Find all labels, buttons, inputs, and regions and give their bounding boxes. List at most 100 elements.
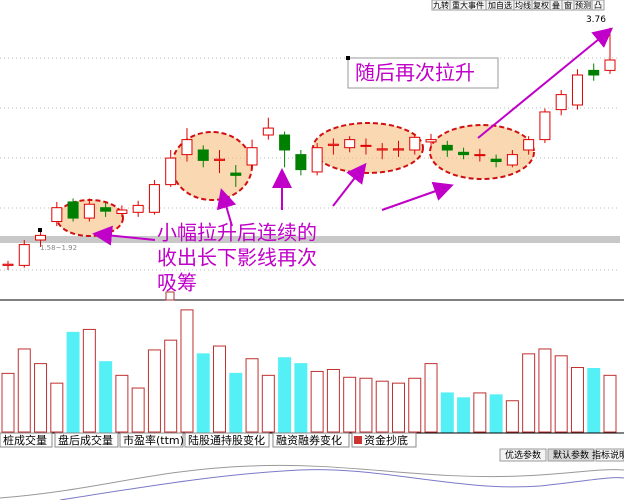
tab-label[interactable]: 陆股通持股变化: [188, 433, 265, 447]
icon: [165, 291, 175, 301]
volume-panel: [1, 309, 617, 433]
button-bar: 优选参数 默认参数 指标说明: [499, 448, 624, 462]
candle-body: [588, 69, 600, 76]
volume-bar: [99, 361, 113, 433]
candle-body: [100, 207, 112, 212]
tab-label[interactable]: 融资融券变化: [276, 433, 342, 447]
tab[interactable]: [351, 432, 417, 448]
toolbar-label[interactable]: 九转: [433, 0, 449, 10]
candle-body: [311, 147, 323, 173]
toolbar-button[interactable]: [591, 0, 605, 11]
candle-body: [197, 149, 209, 161]
volume-bar: [343, 376, 357, 433]
volume-bar: [359, 377, 373, 433]
tab[interactable]: [119, 432, 184, 448]
volume-bar: [603, 374, 617, 433]
annotation: 随后再次拉升: [355, 61, 475, 85]
candle-body: [148, 184, 160, 213]
toolbar-label[interactable]: 窗: [564, 0, 572, 10]
button[interactable]: [547, 448, 595, 462]
volume-bar: [180, 309, 194, 433]
volume-bar: [17, 348, 31, 433]
highlights: [56, 122, 535, 237]
candle-body: [214, 158, 226, 161]
volume-bar: [489, 394, 503, 433]
price-panel: 3.76 1.58~1.92: [2, 15, 616, 270]
candle-body: [181, 139, 193, 156]
candle-body: [35, 234, 47, 241]
toolbar: 九转 重大事件 加自选 均线 复权叠窗预测凸: [431, 0, 605, 11]
volume-bar: [391, 382, 405, 433]
volume-bar: [278, 357, 292, 433]
tab-bar: 桩成交量 盘后成交量 市盈率(ttm) 陆股通持股变化 融资融券变化 资金抄底: [0, 432, 624, 448]
candle-body: [230, 172, 242, 176]
candle-body: [604, 59, 616, 71]
annotation: 吸筹: [157, 271, 197, 295]
volume-bar: [34, 363, 48, 433]
tab-icon: [354, 436, 362, 444]
volume-bar: [82, 328, 96, 433]
volume-bar: [408, 377, 422, 433]
candle-body: [279, 134, 291, 151]
candle-body: [344, 139, 356, 149]
tab[interactable]: [54, 432, 119, 448]
candle-body: [392, 148, 404, 151]
toolbar-label[interactable]: 复权: [533, 0, 549, 10]
high-label: 3.76: [586, 15, 606, 25]
volume-bar: [245, 358, 259, 433]
toolbar-label[interactable]: 预测: [575, 0, 591, 10]
tab-label[interactable]: 盘后成交量: [58, 433, 113, 447]
volume-bar: [196, 353, 210, 433]
volume-bar: [50, 382, 64, 433]
marker: [346, 56, 350, 60]
volume-bar: [213, 345, 227, 433]
button[interactable]: [595, 448, 624, 462]
candle-body: [51, 207, 63, 223]
volume-bar: [131, 387, 145, 433]
tab-label[interactable]: 市盈率(ttm): [123, 433, 184, 447]
volume-bar: [375, 380, 389, 433]
tab[interactable]: [272, 432, 350, 448]
volume-bar: [424, 363, 438, 433]
arrows: [92, 27, 614, 246]
volume-bar: [457, 397, 471, 433]
price-band: [0, 236, 620, 243]
button[interactable]: [499, 448, 547, 462]
tab-label[interactable]: 桩成交量: [3, 433, 47, 447]
volume-bar: [473, 392, 487, 433]
candle-body: [441, 144, 453, 151]
button-label[interactable]: 指标说明: [592, 449, 624, 461]
candle-body: [376, 148, 388, 151]
volume-bar: [147, 349, 161, 433]
candle-body: [327, 143, 339, 146]
toolbar-label[interactable]: 均线: [515, 0, 531, 10]
toolbar-label[interactable]: 重大事件: [452, 0, 484, 10]
candle-body: [2, 263, 14, 266]
candle-body: [67, 201, 79, 219]
candle-body: [165, 157, 177, 186]
volume-bar: [440, 392, 454, 433]
volume-bar: [66, 331, 80, 433]
candle-body: [262, 127, 274, 136]
candle-body: [474, 154, 486, 157]
candle-body: [295, 154, 307, 171]
toolbar-label[interactable]: 叠: [552, 1, 560, 10]
indicator-panel: [0, 464, 624, 500]
volume-bar: [261, 374, 275, 433]
volume-bar: [505, 400, 519, 433]
volume-bar: [538, 348, 552, 433]
button-label[interactable]: 默认参数: [553, 449, 589, 461]
toolbar-label[interactable]: 加自选: [488, 0, 512, 10]
candle-body: [83, 203, 95, 219]
tab[interactable]: [0, 432, 53, 448]
annotation-box: [347, 57, 499, 89]
annotation: 小幅拉升后连续的: [157, 221, 317, 245]
tab[interactable]: [184, 432, 270, 448]
volume-bar: [310, 370, 324, 433]
volume-bar: [522, 353, 536, 433]
tab-label[interactable]: 资金抄底: [364, 433, 408, 447]
toolbar-label[interactable]: 凸: [594, 1, 602, 10]
candle-body: [425, 139, 437, 143]
button-label[interactable]: 优选参数: [505, 449, 541, 461]
